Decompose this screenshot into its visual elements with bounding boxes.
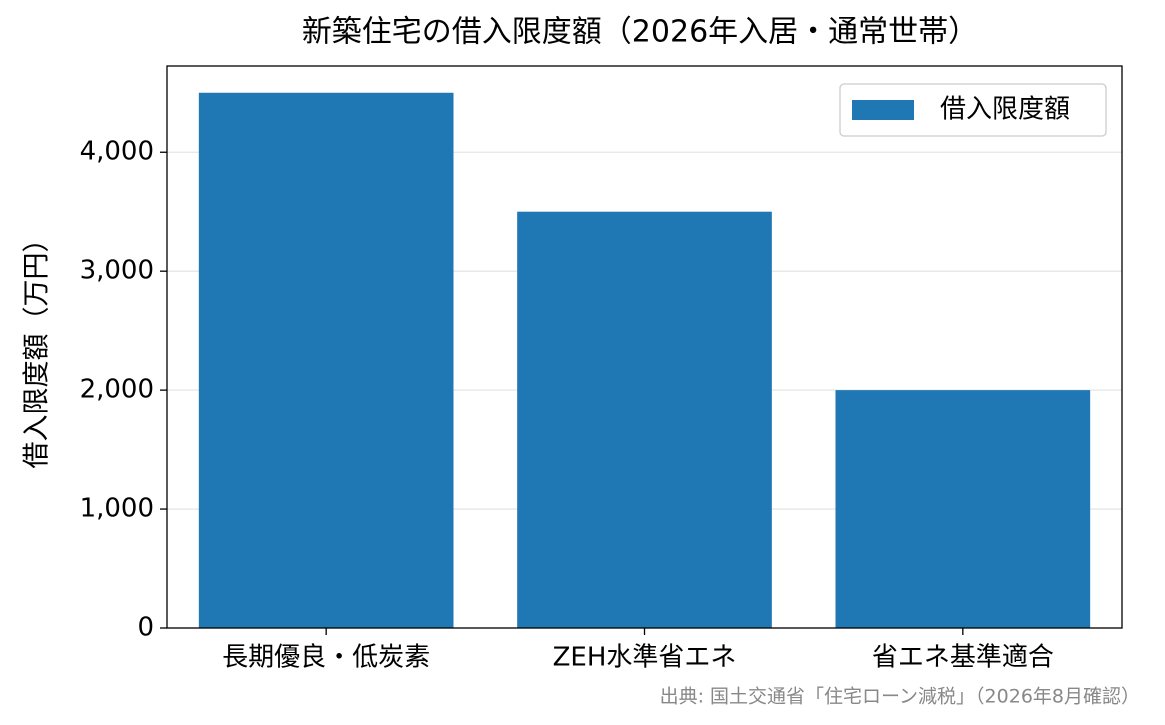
bar bbox=[835, 390, 1091, 628]
chart-title: 新築住宅の借入限度額（2026年入居・通常世帯） bbox=[302, 15, 978, 50]
legend-box bbox=[839, 83, 1107, 137]
bar bbox=[517, 211, 772, 628]
x-tick-label: ZEH水準省エネ bbox=[553, 643, 737, 673]
y-axis-label: 借入限度額（万円） bbox=[22, 226, 53, 469]
y-tick-label: 0 bbox=[137, 613, 154, 643]
legend-label: 借入限度額 bbox=[940, 95, 1070, 125]
bar bbox=[198, 92, 454, 628]
y-tick-label: 1,000 bbox=[80, 494, 154, 524]
x-tick-label: 省エネ基準適合 bbox=[872, 643, 1054, 673]
y-tick-label: 4,000 bbox=[80, 137, 154, 167]
x-tick-label: 長期優良・低炭素 bbox=[222, 643, 430, 673]
legend-swatch bbox=[852, 100, 914, 120]
plot-frame bbox=[166, 65, 1123, 629]
y-tick-label: 2,000 bbox=[80, 375, 154, 405]
y-tick-label: 3,000 bbox=[80, 256, 154, 286]
source-note: 出典: 国土交通省「住宅ローン減税」（2026年8月確認） bbox=[660, 686, 1140, 708]
